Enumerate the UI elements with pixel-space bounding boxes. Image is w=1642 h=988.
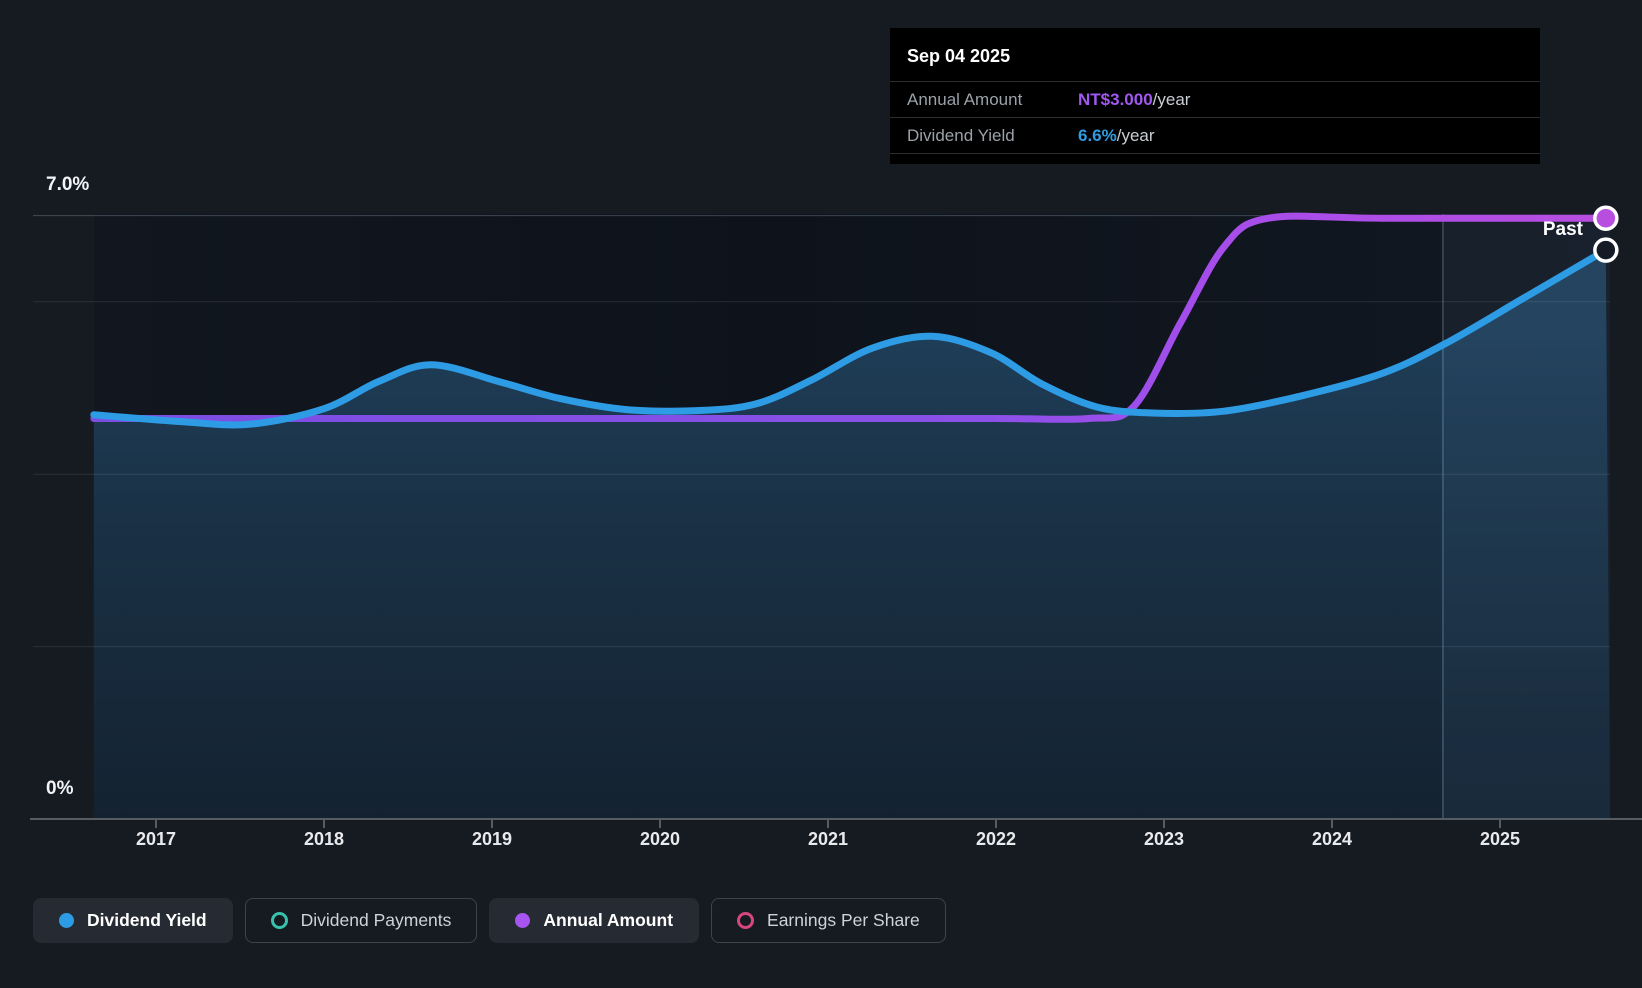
- tooltip-suffix: /year: [1116, 125, 1155, 145]
- x-axis-label: 2017: [135, 829, 177, 849]
- annual-amount-dot-icon: [515, 913, 531, 928]
- past-label: Past: [1542, 219, 1583, 240]
- annual-amount-endpoint: [1593, 205, 1619, 231]
- x-axis-label: 2024: [1311, 829, 1353, 849]
- x-axis-label: 2022: [975, 829, 1017, 849]
- legend-label: Earnings Per Share: [767, 910, 920, 930]
- chart-legend: Dividend Yield Dividend Payments Annual …: [33, 898, 946, 943]
- legend-button-dividend-yield[interactable]: Dividend Yield: [33, 898, 233, 943]
- y-axis-label-zero: 0%: [46, 778, 74, 799]
- tooltip-date: Sep 04 2025: [890, 28, 1540, 82]
- x-axis-label: 2025: [1479, 829, 1521, 849]
- x-axis-label: 2019: [471, 829, 513, 849]
- tooltip-row-annual-amount: Annual Amount NT$3.000 /year: [890, 82, 1540, 118]
- gridlines: [33, 215, 1610, 648]
- x-axis-label: 2018: [303, 829, 345, 849]
- x-axis-label: 2023: [1143, 829, 1185, 849]
- y-axis-label-max: 7.0%: [46, 174, 90, 195]
- legend-button-annual-amount[interactable]: Annual Amount: [489, 898, 700, 943]
- legend-label: Dividend Yield: [87, 910, 207, 930]
- dividend-yield-line: [90, 246, 1610, 429]
- x-axis-ticks: [155, 819, 1501, 828]
- dividend-yield-area: [93, 250, 1610, 820]
- tooltip-label: Dividend Yield: [907, 125, 1015, 145]
- dividend-yield-endpoint: [1593, 237, 1619, 263]
- x-axis-label: 2020: [639, 829, 681, 849]
- tooltip-label: Annual Amount: [907, 89, 1023, 109]
- dividend-yield-dot-icon: [59, 913, 74, 928]
- tooltip-value: 6.6%: [1078, 125, 1117, 145]
- tooltip-row-dividend-yield: Dividend Yield 6.6% /year: [890, 118, 1540, 154]
- chart-tooltip: Sep 04 2025 Annual Amount NT$3.000 /year…: [890, 28, 1540, 164]
- legend-label: Annual Amount: [543, 910, 674, 930]
- past-highlight-band: [1442, 214, 1610, 819]
- legend-label: Dividend Payments: [300, 910, 452, 930]
- x-axis-label: 2021: [807, 829, 849, 849]
- annual-amount-line: [90, 212, 1610, 423]
- earnings-per-share-circle-icon: [737, 912, 755, 929]
- legend-button-earnings-per-share[interactable]: Earnings Per Share: [711, 898, 946, 943]
- legend-button-dividend-payments[interactable]: Dividend Payments: [244, 898, 478, 943]
- tooltip-value: NT$3.000: [1078, 89, 1153, 109]
- tooltip-bottom-padding: [890, 154, 1540, 164]
- dividend-payments-circle-icon: [270, 912, 288, 929]
- tooltip-suffix: /year: [1152, 89, 1191, 109]
